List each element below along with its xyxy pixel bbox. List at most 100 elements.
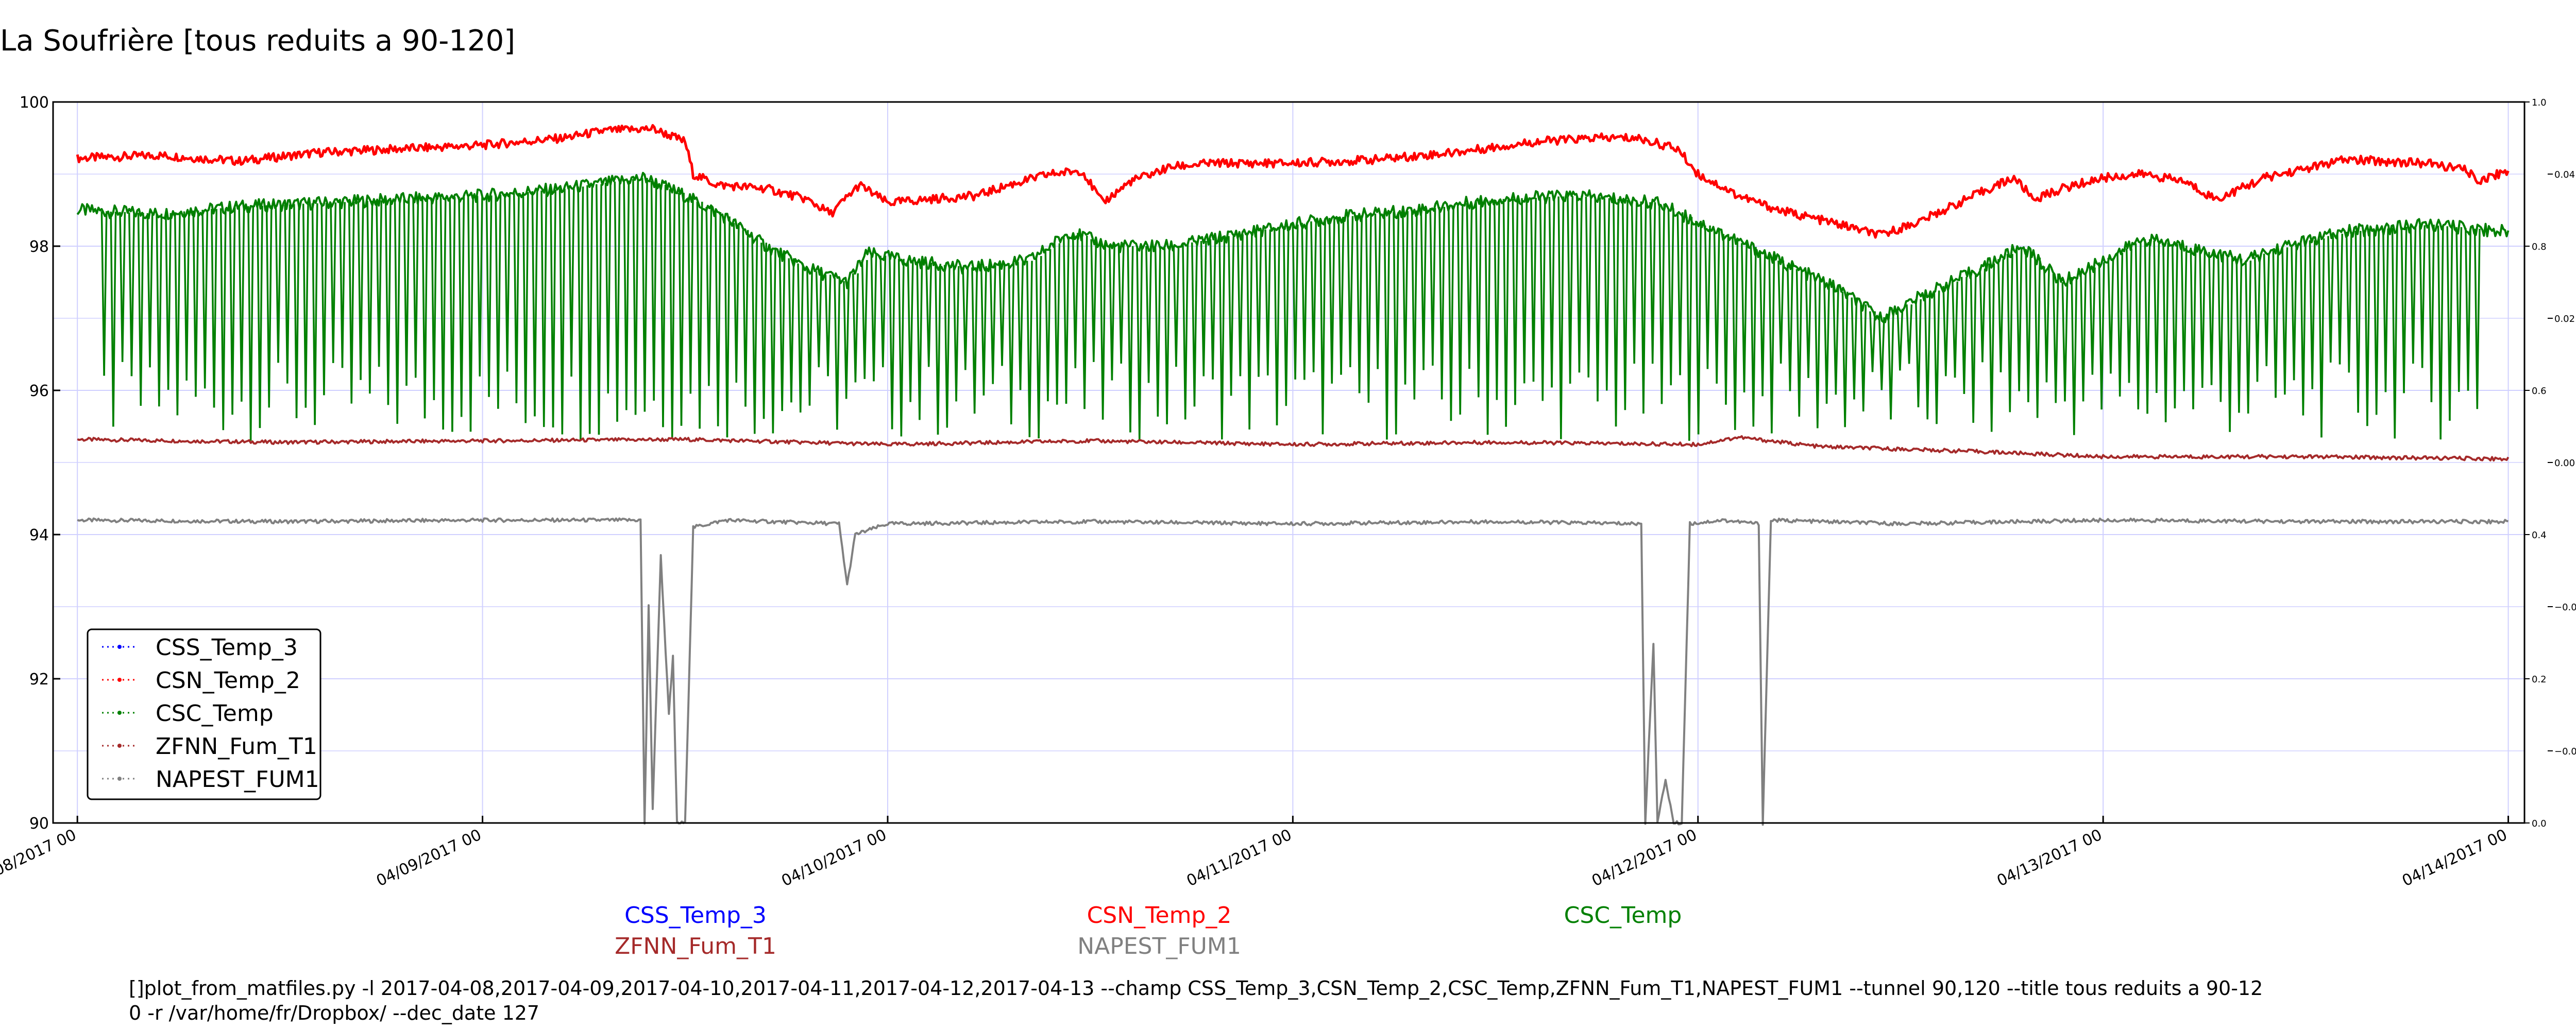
series-dip-CSC_Temp (1056, 243, 1061, 405)
series-dip-CSC_Temp (497, 194, 502, 409)
series-dip-CSC_Temp (1377, 213, 1381, 369)
bottom-series-label: CSC_Temp (1564, 902, 1682, 929)
y-tick-label: 92 (29, 671, 49, 689)
series-dip-CSC_Temp (1175, 246, 1180, 367)
series-dip-CSC_Temp (1358, 215, 1363, 393)
series-dip-CSC_Temp (955, 266, 960, 402)
series-group (76, 124, 2510, 826)
legend-marker (117, 711, 122, 715)
series-dip-CSC_Temp (754, 235, 758, 434)
series-dip-CSC_Temp (1853, 297, 1858, 400)
series-dip-CSC_Temp (625, 180, 630, 410)
series-dip-CSC_Temp (140, 213, 144, 406)
series-dip-CSC_Temp (1065, 236, 1070, 404)
series-dip-CSC_Temp (350, 201, 355, 404)
series-dip-CSC_Temp (1321, 219, 1326, 435)
series-dip-CSC_Temp (561, 188, 566, 435)
series-dip-CSC_Temp (433, 198, 437, 400)
series-dip-CSC_Temp (204, 210, 209, 389)
series-line-NAPEST_FUM1 (77, 517, 2509, 826)
series-dip-CSC_Temp (699, 201, 703, 429)
series-dip-CSC_Temp (185, 211, 190, 381)
series-dip-CSC_Temp (460, 197, 465, 417)
series-dip-CSC_Temp (580, 186, 584, 440)
legend-label: CSN_Temp_2 (156, 667, 300, 694)
series-dip-CSC_Temp (653, 180, 657, 401)
series-dip-CSC_Temp (1817, 278, 1821, 428)
right-axis-1-tick-label: 0.4 (2532, 530, 2547, 541)
series-dip-CSC_Temp (1890, 314, 1894, 420)
series-dip-CSC_Temp (1597, 197, 1601, 402)
series-dip-CSC_Temp (680, 193, 685, 426)
series-dip-CSC_Temp (488, 195, 493, 397)
bottom-series-label: ZFNN_Fum_T1 (615, 933, 776, 959)
bottom-series-label: CSN_Temp_2 (1087, 902, 1232, 929)
series-dip-CSC_Temp (1395, 212, 1400, 435)
series-dip-CSC_Temp (1266, 229, 1272, 376)
series-dip-CSC_Temp (121, 212, 126, 362)
series-dip-CSC_Temp (1761, 251, 1766, 397)
series-dip-CSC_Temp (772, 249, 776, 434)
series-dip-CSC_Temp (1193, 242, 1198, 407)
legend-marker (117, 678, 122, 682)
right-axis-2-tick-label: −0.04 (2554, 746, 2576, 757)
series-dip-CSC_Temp (2119, 252, 2124, 397)
series-dip-CSC_Temp (158, 213, 163, 407)
series-dip-CSC_Temp (726, 216, 731, 438)
series-dip-CSC_Temp (909, 260, 914, 402)
right-axis-1-tick-label: 0.2 (2532, 674, 2547, 685)
series-dip-CSC_Temp (1239, 234, 1244, 376)
series-dip-CSC_Temp (992, 265, 996, 384)
series-dip-CSC_Temp (2137, 243, 2142, 409)
series-dip-CSC_Temp (378, 200, 383, 367)
series-dip-CSC_Temp (1349, 216, 1354, 367)
series-dip-CSC_Temp (1972, 273, 1977, 423)
legend: CSS_Temp_3 CSN_Temp_2 CSC_Temp ZFNN_Fum_T1 N… (87, 628, 321, 800)
series-dip-CSC_Temp (1743, 243, 1748, 392)
series-dip-CSC_Temp (1129, 246, 1134, 433)
series-dip-CSC_Temp (1523, 198, 1528, 384)
series-dip-CSC_Temp (2055, 273, 2059, 403)
series-dip-CSC_Temp (130, 212, 135, 376)
series-dip-CSC_Temp (2430, 225, 2435, 402)
series-dip-CSC_Temp (2238, 259, 2243, 413)
series-dip-CSC_Temp (2311, 240, 2316, 389)
series-dip-CSC_Temp (808, 267, 813, 406)
series-dip-CSC_Temp (1028, 261, 1033, 437)
series-dip-CSC_Temp (2156, 241, 2160, 393)
series-dip-CSC_Temp (1303, 222, 1308, 380)
series-dip-CSC_Temp (607, 183, 612, 393)
series-dip-CSC_Temp (1789, 264, 1793, 391)
series-dip-CSC_Temp (1505, 199, 1510, 427)
series-dip-CSC_Temp (946, 265, 951, 428)
series-dip-CSC_Temp (1120, 246, 1125, 364)
series-dip-CSC_Temp (781, 253, 786, 411)
series-dip-CSC_Temp (2412, 226, 2417, 364)
x-tick-label: 04/12/2017 00 (1589, 826, 1700, 890)
grid (53, 101, 2524, 823)
series-dip-CSC_Temp (1734, 238, 1739, 430)
series-dip-CSC_Temp (2110, 258, 2114, 374)
series-dip-CSC_Temp (919, 262, 923, 420)
right-axis-2-tick-label: −0.02 (2554, 602, 2576, 613)
x-tick-label: 04/11/2017 00 (1184, 826, 1295, 890)
series-dip-CSC_Temp (1010, 263, 1015, 424)
series-dip-CSC_Temp (735, 223, 740, 383)
series-dip-CSC_Temp (1825, 282, 1831, 404)
series-dip-CSC_Temp (1807, 273, 1812, 378)
series-dip-CSC_Temp (1936, 290, 1940, 424)
series-dip-CSC_Temp (323, 202, 328, 396)
x-tick-label: 04/09/2017 00 (374, 826, 484, 890)
series-dip-CSC_Temp (1083, 235, 1088, 409)
series-dip-CSC_Temp (2384, 228, 2389, 392)
series-dip-CSC_Temp (2027, 249, 2032, 402)
series-dip-CSC_Temp (1019, 262, 1024, 390)
series-dip-CSC_Temp (1413, 210, 1418, 400)
series-dip-CSC_Temp (1093, 239, 1097, 362)
bottom-labels: CSS_Temp_3 CSN_Temp_2 CSC_Temp ZFNN_Fum_T1 N… (615, 902, 1682, 959)
series-dip-CSC_Temp (616, 181, 621, 422)
series-dip-CSC_Temp (818, 271, 822, 368)
series-dip-CSC_Temp (1697, 220, 1702, 435)
series-dip-CSC_Temp (249, 206, 255, 441)
series-dip-CSC_Temp (1285, 226, 1290, 406)
